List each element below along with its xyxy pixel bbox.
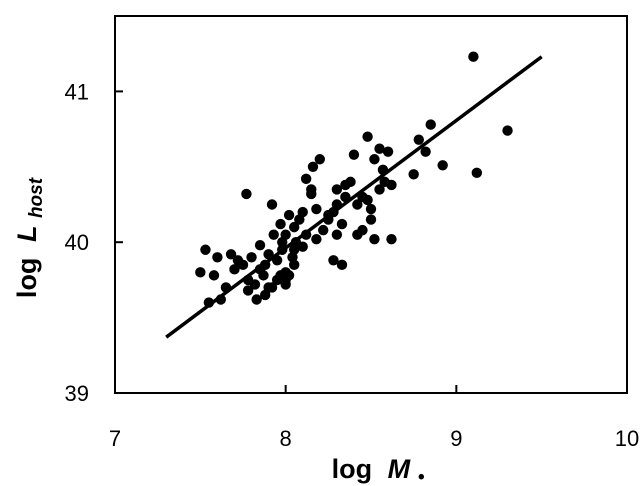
y-tick-label: 41 xyxy=(65,79,89,104)
data-point xyxy=(294,214,305,225)
data-point xyxy=(283,209,295,221)
x-tick-label: 10 xyxy=(615,426,639,451)
data-point xyxy=(331,199,343,210)
data-point xyxy=(365,203,377,215)
y-ticks: 39 40 41 xyxy=(65,79,123,406)
data-point xyxy=(263,249,274,260)
data-point xyxy=(254,240,266,251)
data-point xyxy=(289,221,300,233)
x-axis-label-subscript: • xyxy=(418,467,425,486)
data-point xyxy=(259,289,271,301)
data-point xyxy=(328,255,339,266)
data-point xyxy=(362,131,373,142)
data-point xyxy=(306,188,317,200)
x-axis-label: log M • xyxy=(332,454,425,486)
data-point xyxy=(242,285,254,296)
data-point xyxy=(348,149,360,160)
data-point xyxy=(471,167,483,179)
data-point xyxy=(502,125,513,136)
data-point xyxy=(220,282,232,293)
data-point xyxy=(336,218,348,230)
data-point xyxy=(266,282,278,293)
x-axis-label-symbol: M xyxy=(388,454,411,484)
data-point xyxy=(246,252,257,263)
data-point xyxy=(374,143,385,154)
data-point xyxy=(208,270,220,281)
y-tick-label: 39 xyxy=(65,381,89,406)
data-point xyxy=(266,199,278,210)
data-point xyxy=(200,244,211,255)
data-point xyxy=(336,259,348,271)
data-point xyxy=(323,209,334,221)
data-point xyxy=(297,241,308,252)
plot-frame xyxy=(114,15,628,394)
data-point xyxy=(408,169,419,180)
data-point xyxy=(229,264,240,275)
data-point xyxy=(195,267,206,278)
data-point xyxy=(232,255,244,266)
data-point xyxy=(437,160,448,171)
y-axis-label-main: log xyxy=(12,258,42,299)
data-point xyxy=(382,146,394,157)
data-point xyxy=(300,229,312,240)
data-point xyxy=(275,270,286,281)
x-axis-label-main: log xyxy=(332,454,373,484)
data-point xyxy=(318,224,329,236)
x-tick-label: 8 xyxy=(280,426,292,451)
x-tick-label: 7 xyxy=(109,426,121,451)
data-point xyxy=(369,233,380,245)
data-point xyxy=(374,184,385,195)
data-point xyxy=(275,218,286,230)
data-points xyxy=(195,51,513,308)
x-tick-label: 9 xyxy=(450,426,462,451)
data-point xyxy=(377,164,389,176)
data-point xyxy=(225,249,237,260)
data-point xyxy=(289,259,300,271)
y-axis-label-subscript: host xyxy=(26,177,47,218)
data-point xyxy=(420,146,431,157)
data-point xyxy=(277,244,288,255)
data-point xyxy=(379,176,390,188)
data-point xyxy=(242,274,254,286)
data-point xyxy=(215,294,227,305)
data-point xyxy=(352,199,363,210)
y-axis-label-symbol: L xyxy=(12,226,42,243)
data-point xyxy=(331,184,343,195)
data-point xyxy=(307,161,319,172)
data-point xyxy=(311,203,322,215)
data-point xyxy=(300,173,312,185)
data-point xyxy=(289,244,300,255)
data-point xyxy=(468,51,479,62)
data-point xyxy=(340,179,351,191)
data-point xyxy=(340,191,351,203)
data-point xyxy=(331,229,343,240)
data-point xyxy=(314,154,325,165)
data-point xyxy=(365,214,377,225)
data-point xyxy=(369,154,380,165)
x-ticks: 7 8 9 10 xyxy=(109,385,639,451)
data-point xyxy=(413,134,424,145)
data-point xyxy=(277,237,288,248)
y-axis-label: log L host xyxy=(12,177,47,298)
data-point xyxy=(254,264,266,275)
data-point xyxy=(362,194,373,206)
data-point xyxy=(386,233,397,245)
data-point xyxy=(203,297,215,308)
data-point xyxy=(271,255,283,266)
data-point xyxy=(251,294,262,305)
data-point xyxy=(241,188,252,200)
data-point xyxy=(268,229,279,240)
data-point xyxy=(212,252,223,263)
data-point xyxy=(311,233,322,245)
data-point xyxy=(425,119,436,130)
data-point xyxy=(357,224,368,236)
y-tick-label: 40 xyxy=(65,230,89,255)
